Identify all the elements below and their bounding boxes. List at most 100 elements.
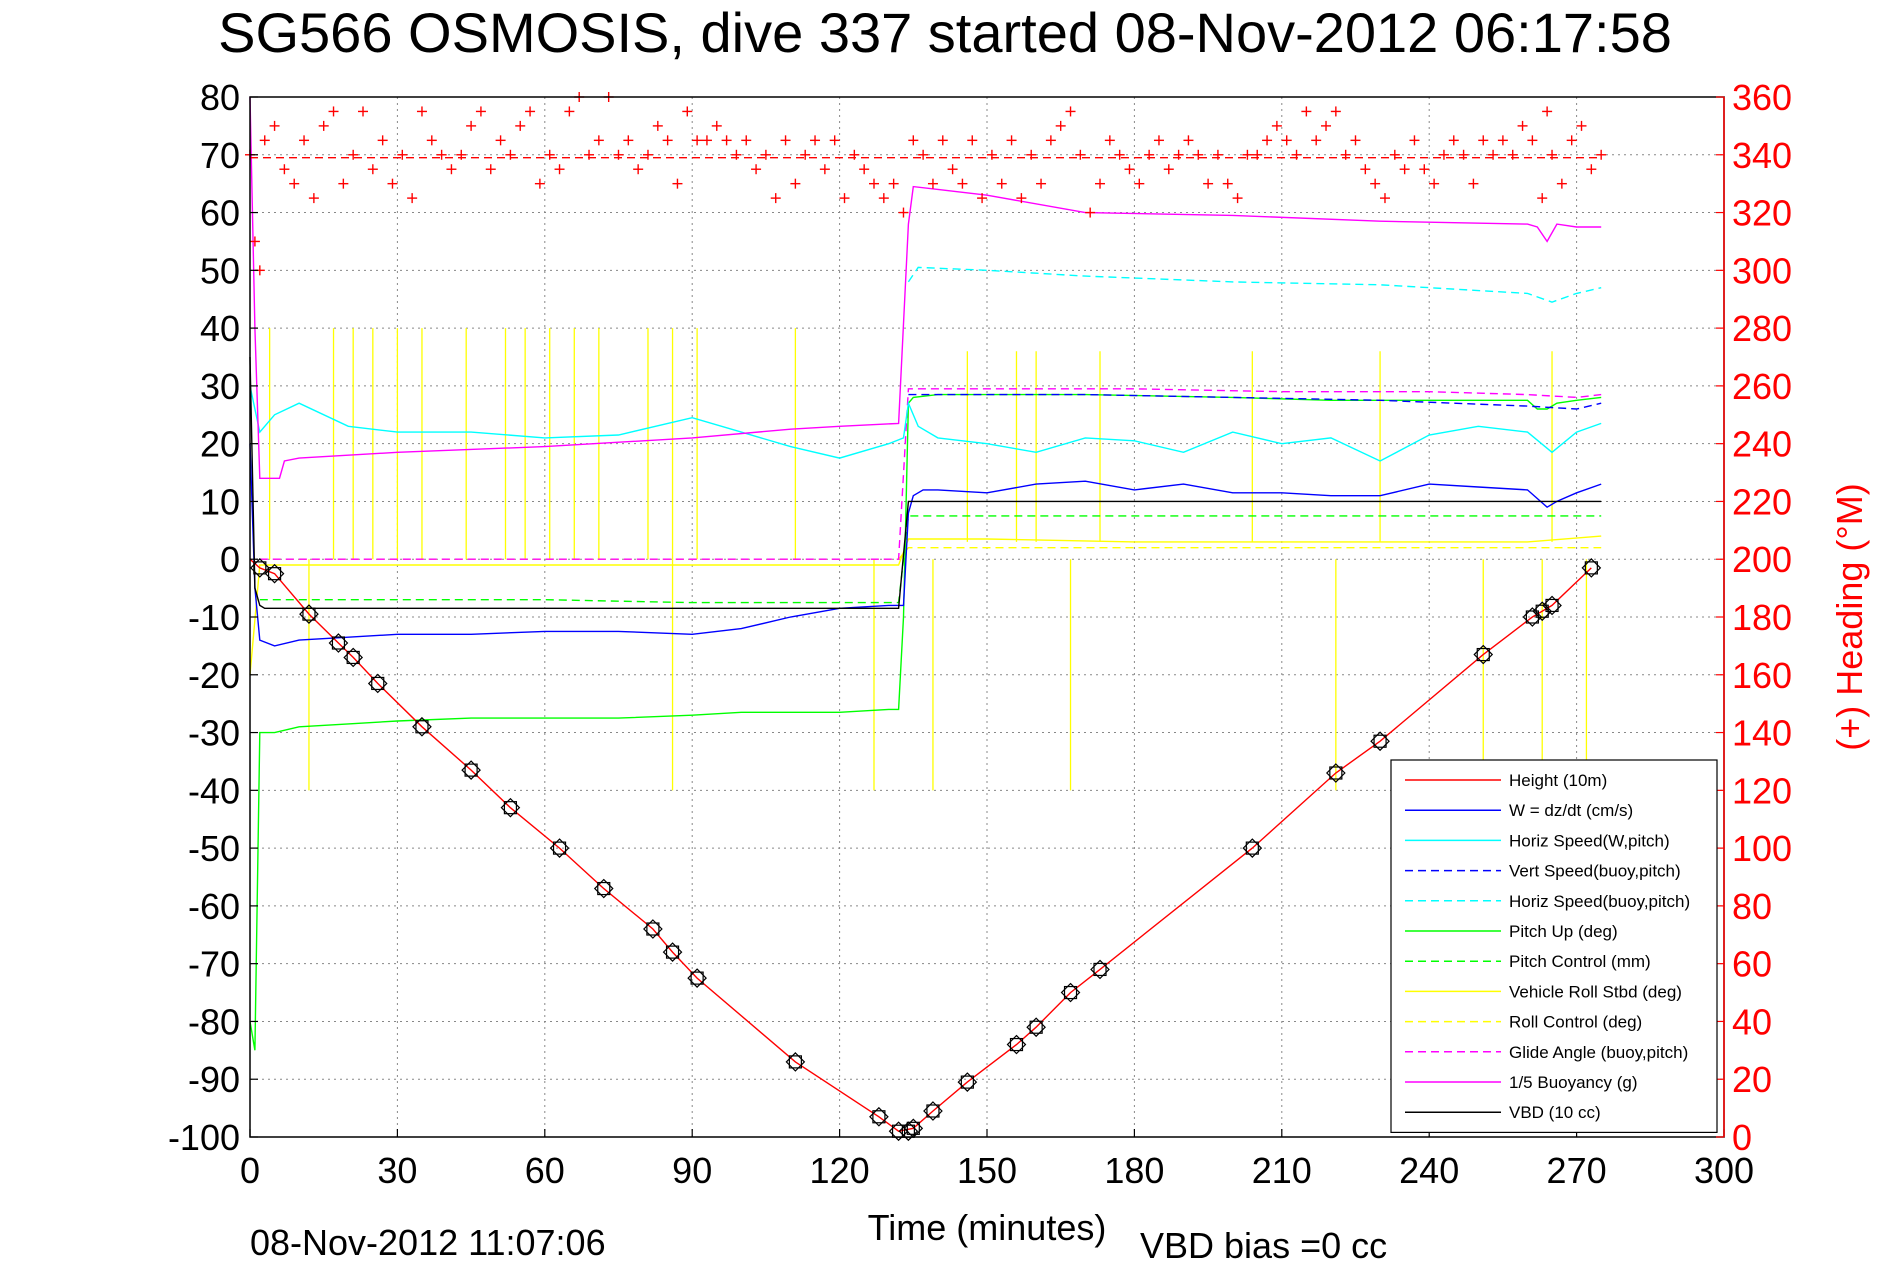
x-tick-label: 90	[672, 1150, 712, 1191]
heading-point	[711, 120, 722, 131]
height-marker-diamond	[1325, 763, 1346, 783]
height-marker-square	[960, 1075, 974, 1089]
y-tick-label: 40	[200, 308, 240, 349]
height-marker	[343, 647, 364, 668]
heading-point	[937, 135, 948, 146]
heading-point	[859, 164, 870, 175]
heading-point	[652, 120, 663, 131]
y2-tick-label: 220	[1732, 481, 1792, 522]
x-tick-label: 270	[1547, 1150, 1607, 1191]
series-glide	[259, 388, 1602, 560]
heading-point	[957, 178, 968, 189]
height-marker-diamond	[1370, 731, 1390, 752]
height-marker-diamond	[412, 716, 432, 737]
height-marker-diamond	[1060, 982, 1081, 1003]
height-marker	[869, 1106, 889, 1127]
series-line-horiz_buoy	[907, 266, 1602, 303]
series-pitch_ctrl	[259, 515, 1602, 604]
heading-point	[318, 120, 329, 131]
heading-point	[279, 164, 290, 175]
heading-point	[289, 178, 300, 189]
heading-point	[927, 178, 938, 189]
height-marker	[662, 942, 683, 962]
heading-point	[947, 164, 958, 175]
height-marker	[461, 760, 481, 780]
height-marker	[1026, 1017, 1046, 1038]
heading-point	[770, 193, 781, 204]
heading-point	[1203, 178, 1214, 189]
heading-point	[495, 135, 506, 146]
heading-point	[1006, 135, 1017, 146]
legend-label: Horiz Speed(buoy,pitch)	[1509, 892, 1690, 911]
height-marker-square	[503, 801, 518, 815]
height-marker-diamond	[1026, 1017, 1046, 1038]
y-tick-label: 20	[200, 424, 240, 465]
footer-timestamp: 08-Nov-2012 11:07:06	[250, 1222, 606, 1262]
height-marker-square	[872, 1110, 886, 1124]
height-marker	[1473, 644, 1494, 665]
height-marker-diamond	[1006, 1034, 1027, 1055]
series-line-vert_buoy	[908, 393, 1602, 410]
heading-point	[554, 164, 565, 175]
y-tick-label: 70	[200, 135, 240, 176]
heading-point	[1576, 120, 1587, 131]
heading-point	[1232, 193, 1243, 204]
heading-point	[308, 193, 319, 204]
legend-item: Horiz Speed(buoy,pitch)	[1405, 892, 1690, 911]
heading-point	[436, 149, 447, 160]
heading-point	[416, 106, 427, 117]
heading-point	[1085, 207, 1096, 218]
heading-point	[515, 120, 526, 131]
chart-title: SG566 OSMOSIS, dive 337 started 08-Nov-2…	[218, 1, 1672, 64]
heading-point	[407, 193, 418, 204]
heading-point	[672, 178, 683, 189]
y2-tick-label: 280	[1732, 308, 1792, 349]
height-marker	[412, 716, 432, 737]
heading-point	[397, 149, 408, 160]
heading-point	[1517, 120, 1528, 131]
heading-point	[1542, 106, 1553, 117]
heading-point	[456, 149, 467, 160]
height-marker-square	[371, 676, 385, 691]
heading-point	[1173, 149, 1184, 160]
heading-point	[1330, 106, 1341, 117]
height-marker-diamond	[1242, 838, 1263, 858]
y2-tick-label: 60	[1732, 944, 1772, 985]
heading-point	[1114, 149, 1125, 160]
legend-item: Vehicle Roll Stbd (deg)	[1405, 982, 1682, 1001]
height-marker	[264, 563, 285, 584]
heading-point	[790, 178, 801, 189]
legend-label: VBD (10 cc)	[1509, 1103, 1601, 1122]
height-marker	[1242, 838, 1263, 858]
series-height_markers	[249, 558, 1602, 1142]
footer-vbd-bias: VBD bias =0 cc	[1140, 1225, 1387, 1262]
height-marker-diamond	[461, 760, 481, 780]
heading-point	[1095, 178, 1106, 189]
series-buoyancy	[249, 96, 1602, 479]
heading-point	[721, 135, 732, 146]
height-marker	[299, 604, 319, 624]
y-tick-label: -20	[188, 655, 240, 696]
heading-point	[1547, 149, 1558, 160]
x-tick-label: 0	[240, 1150, 260, 1191]
heading-point	[967, 135, 978, 146]
heading-point	[1065, 106, 1076, 117]
height-marker-square	[302, 607, 316, 621]
y-tick-label: -70	[188, 944, 240, 985]
y2-tick-label: 140	[1732, 713, 1792, 754]
heading-point	[1350, 135, 1361, 146]
height-marker-diamond	[687, 968, 707, 988]
legend-item: 1/5 Buoyancy (g)	[1405, 1073, 1638, 1092]
heading-point	[426, 135, 437, 146]
height-marker-diamond	[299, 604, 319, 624]
height-marker	[687, 968, 707, 988]
heading-point	[1497, 135, 1508, 146]
series-line-glide	[259, 388, 1602, 560]
y2-tick-label: 320	[1732, 193, 1792, 234]
height-marker-square	[646, 922, 660, 936]
legend-label: Height (10m)	[1509, 771, 1607, 790]
y2-tick-label: 300	[1732, 250, 1792, 291]
heading-point	[1144, 149, 1155, 160]
legend-label: Pitch Control (mm)	[1509, 952, 1651, 971]
